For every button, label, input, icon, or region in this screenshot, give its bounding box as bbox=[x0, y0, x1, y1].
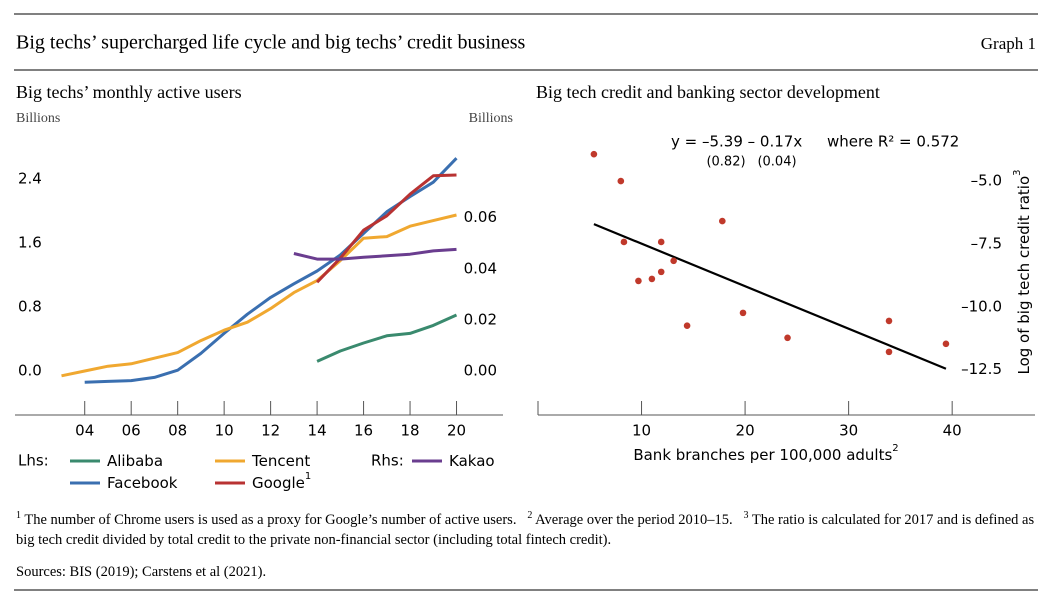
legend-label: Facebook bbox=[107, 474, 178, 492]
legend-label: Alibaba bbox=[107, 452, 163, 470]
footnote-mark: 1 bbox=[16, 510, 21, 521]
y-tick-label: –10.0 bbox=[961, 297, 1002, 315]
x-tick-label: 20 bbox=[447, 422, 466, 440]
y-axis-label-text: Log of big tech credit ratio bbox=[1015, 176, 1033, 375]
legend-label-name: Tencent bbox=[251, 452, 310, 470]
point bbox=[657, 268, 665, 276]
footnote: 1 The number of Chrome users is used as … bbox=[16, 510, 527, 528]
fit-line bbox=[593, 223, 947, 370]
footnotes: 1 The number of Chrome users is used as … bbox=[16, 506, 1038, 550]
point bbox=[885, 348, 893, 356]
point bbox=[683, 322, 691, 330]
point bbox=[885, 317, 893, 325]
y-tick-label: –5.0 bbox=[971, 172, 1002, 190]
y-tick-label: 0.8 bbox=[18, 298, 42, 316]
x-tick-label: 18 bbox=[401, 422, 420, 440]
point bbox=[590, 150, 598, 158]
y-tick-label: –12.5 bbox=[961, 360, 1002, 378]
x-tick-label: 20 bbox=[736, 422, 755, 440]
y-tick-label: 1.6 bbox=[18, 234, 42, 252]
legend-label: Google1 bbox=[252, 471, 311, 492]
y2-tick-label: 0.02 bbox=[464, 311, 497, 329]
panel-title: Big tech credit and banking sector devel… bbox=[536, 82, 880, 102]
annotation: (0.82) bbox=[706, 155, 745, 170]
y-tick-label: –7.5 bbox=[971, 234, 1002, 252]
point bbox=[942, 340, 950, 348]
point bbox=[617, 177, 625, 185]
x-tick-label: 30 bbox=[839, 422, 858, 440]
point bbox=[635, 277, 642, 285]
panel-title: Big techs’ monthly active users bbox=[16, 82, 242, 102]
legend-group-label: Lhs: bbox=[18, 452, 49, 470]
x-tick-label: 10 bbox=[632, 422, 651, 440]
x-tick-label: 08 bbox=[168, 422, 187, 440]
point bbox=[670, 257, 677, 265]
graph-title: Big techs’ supercharged life cycle and b… bbox=[16, 32, 525, 54]
x-axis-label-note: 2 bbox=[892, 443, 898, 454]
footnote-text: Average over the period 2010–15. bbox=[535, 511, 733, 528]
footnote: 3 The ratio is calculated for 2017 and i… bbox=[16, 510, 1035, 548]
graph-label: Graph 1 bbox=[981, 34, 1036, 53]
point bbox=[648, 275, 656, 283]
legend-label-name: Google bbox=[252, 474, 305, 492]
x-tick-label: 16 bbox=[354, 422, 373, 440]
x-tick-label: 10 bbox=[215, 422, 234, 440]
annotation: where R² = 0.572 bbox=[827, 133, 959, 151]
x-tick-label: 14 bbox=[308, 422, 327, 440]
point bbox=[784, 334, 791, 342]
notes: 1 The number of Chrome users is used as … bbox=[16, 506, 1038, 582]
annotation: (0.04) bbox=[757, 155, 796, 170]
annotation: y = –5.39 – 0.17x bbox=[671, 133, 802, 151]
footnote-mark: 3 bbox=[743, 510, 749, 521]
point bbox=[620, 238, 628, 246]
x-tick-label: 06 bbox=[122, 422, 141, 440]
x-tick-label: 04 bbox=[75, 422, 94, 440]
series-line bbox=[293, 247, 457, 261]
y2-tick-label: 0.04 bbox=[464, 259, 497, 277]
legend-label-note: 1 bbox=[305, 471, 311, 482]
legend-label-name: Facebook bbox=[107, 474, 178, 492]
x-axis-label: Bank branches per 100,000 adults2 bbox=[633, 443, 898, 464]
footnote: 2 Average over the period 2010–15. bbox=[527, 510, 743, 528]
y2-tick-label: 0.06 bbox=[464, 208, 497, 226]
x-axis-label-text: Bank branches per 100,000 adults bbox=[633, 446, 892, 464]
y-axis-label: Log of big tech credit ratio3 bbox=[1012, 169, 1033, 374]
y-axis-label-note: 3 bbox=[1012, 169, 1023, 175]
point bbox=[719, 217, 726, 225]
series-line bbox=[316, 173, 457, 284]
y2-tick-label: 0.00 bbox=[464, 362, 497, 380]
series-line bbox=[316, 313, 458, 363]
footnote-mark: 2 bbox=[527, 510, 533, 521]
legend-group-label: Rhs: bbox=[371, 452, 404, 470]
legend-label: Tencent bbox=[251, 452, 310, 470]
footnote-text: The ratio is calculated for 2017 and is … bbox=[16, 511, 1035, 548]
point bbox=[657, 238, 665, 246]
x-tick-label: 12 bbox=[261, 422, 280, 440]
legend-label-name: Kakao bbox=[449, 452, 495, 470]
series-line bbox=[61, 213, 457, 378]
y-tick-label: 0.0 bbox=[18, 362, 42, 380]
footnote-text: The number of Chrome users is used as a … bbox=[24, 511, 517, 528]
legend-label-name: Alibaba bbox=[107, 452, 163, 470]
y-tick-label: 2.4 bbox=[18, 170, 42, 188]
y2-axis-unit: Billions bbox=[469, 111, 513, 126]
x-tick-label: 40 bbox=[943, 422, 962, 440]
series-line bbox=[84, 157, 458, 384]
y-axis-unit: Billions bbox=[16, 111, 60, 126]
legend-label: Kakao bbox=[449, 452, 495, 470]
point bbox=[739, 309, 747, 317]
sources: Sources: BIS (2019); Carstens et al (202… bbox=[16, 563, 267, 580]
